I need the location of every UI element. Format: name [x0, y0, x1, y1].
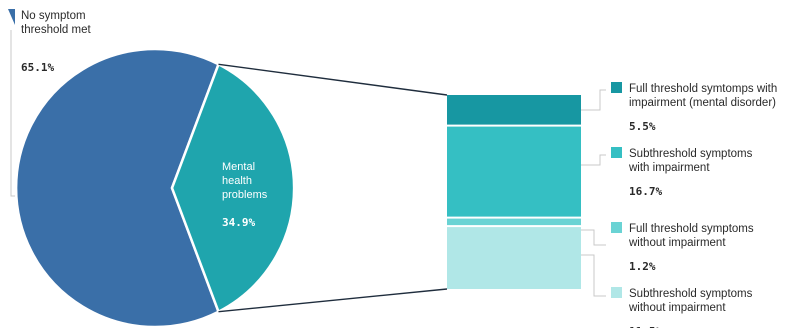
pie-value-mental-health: 34.9%: [222, 216, 255, 229]
bar-segment-full-threshold-with: [447, 95, 581, 125]
legend-label-subthreshold-with: Subthreshold symptoms: [629, 148, 753, 160]
legend-label-subthreshold-without: Subthreshold symptoms: [629, 288, 753, 300]
legend-label-full-threshold-without: without impairment: [628, 237, 726, 249]
pie-value-no-symptom: 65.1%: [21, 61, 54, 74]
connector-top: [218, 63, 448, 96]
legend-swatch-subthreshold-without: [611, 287, 622, 298]
connector-bottom: [218, 288, 448, 313]
bar-segment-full-threshold-without: [447, 218, 581, 226]
legend-value-subthreshold-without: 11.5%: [629, 325, 662, 328]
pie-label-no-symptom: threshold met: [21, 24, 91, 36]
legend-value-full-threshold-with: 5.5%: [629, 120, 656, 133]
legend-swatch-subthreshold-with: [611, 147, 622, 158]
legend-value-subthreshold-with: 16.7%: [629, 185, 662, 198]
guide-line-subthreshold-with: [581, 154, 606, 166]
legend-label-full-threshold-with: Full threshold symtomps with: [629, 83, 777, 95]
guide-line-full-threshold-with: [581, 89, 606, 111]
legend-label-subthreshold-with: with impairment: [628, 162, 710, 174]
legend-label-full-threshold-without: Full threshold symptoms: [629, 223, 754, 235]
pie-slice-no-symptom: [14, 47, 221, 328]
legend-label-subthreshold-without: without impairment: [628, 302, 726, 314]
pie-label-mental-health: health: [222, 175, 252, 187]
no-symptom-marker: [8, 9, 15, 25]
legend-value-full-threshold-without: 1.2%: [629, 260, 656, 273]
legend-swatch-full-threshold-with: [611, 82, 622, 93]
legend-swatch-full-threshold-without: [611, 222, 622, 233]
bar-segment-subthreshold-with: [447, 126, 581, 217]
pie-slice-mental-health: [170, 62, 296, 314]
guide-line-subthreshold-without: [581, 254, 606, 297]
legend-label-full-threshold-with: impairment (mental disorder): [629, 97, 776, 109]
bar-segment-subthreshold-without: [447, 227, 581, 289]
guide-line-full-threshold-without: [581, 229, 606, 246]
pie-label-no-symptom: No symptom: [21, 10, 86, 22]
pie-label-mental-health: problems: [222, 189, 268, 201]
pie-label-mental-health: Mental: [222, 161, 255, 173]
